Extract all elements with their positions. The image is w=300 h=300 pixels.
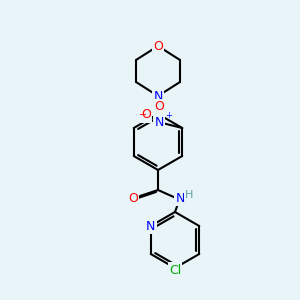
- Text: N: N: [153, 89, 163, 103]
- Text: O: O: [154, 100, 164, 113]
- Text: +: +: [165, 111, 172, 120]
- Text: N: N: [175, 191, 185, 205]
- Text: H: H: [185, 190, 193, 200]
- Text: O: O: [128, 191, 138, 205]
- Text: N: N: [154, 116, 164, 130]
- Text: O: O: [153, 40, 163, 52]
- Text: N: N: [146, 220, 155, 232]
- Text: −: −: [139, 110, 147, 120]
- Text: Cl: Cl: [169, 263, 181, 277]
- Text: O: O: [141, 109, 151, 122]
